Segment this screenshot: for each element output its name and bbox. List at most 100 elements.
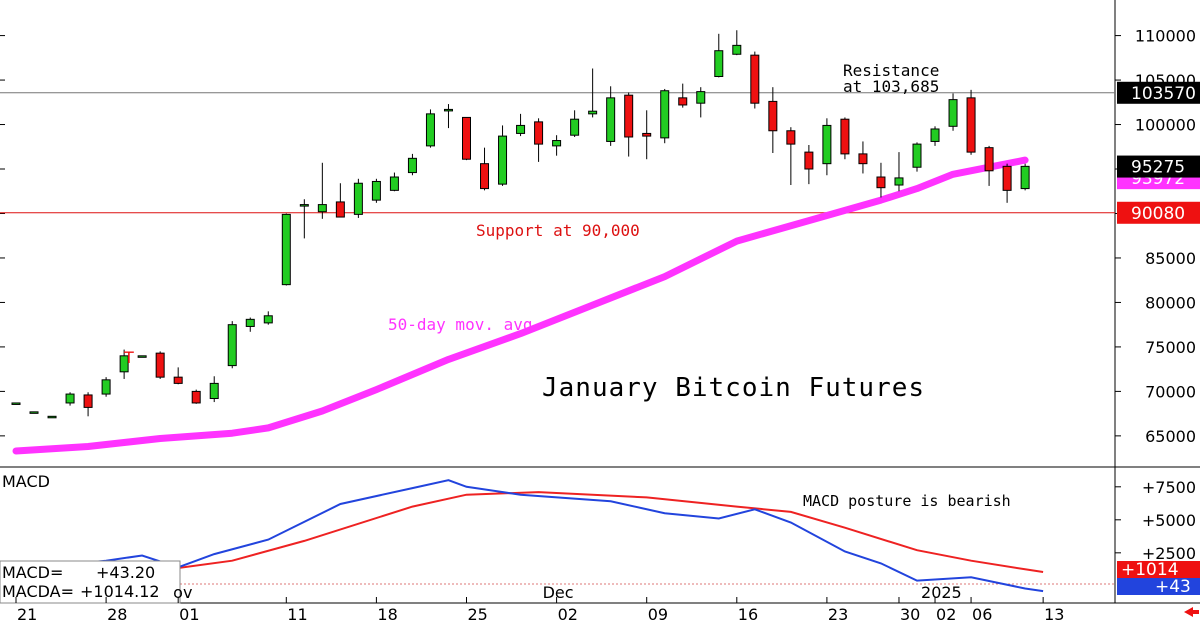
candle-body <box>137 355 147 358</box>
macd-tag: +43 <box>1117 577 1200 597</box>
macd-panel-label: MACD <box>2 472 50 491</box>
candle <box>966 89 976 155</box>
candle <box>1002 163 1012 203</box>
candle <box>786 127 796 186</box>
candle-body <box>65 393 75 404</box>
candle-body <box>768 100 778 132</box>
chart-title: January Bitcoin Futures <box>542 373 925 403</box>
candle-body <box>696 91 706 104</box>
candle-body <box>678 97 688 106</box>
candle <box>29 411 39 414</box>
candle <box>227 321 237 369</box>
candle <box>714 33 724 78</box>
date-tick-label: 18 <box>377 605 397 624</box>
svg-text:+1014: +1014 <box>1121 560 1179 580</box>
candle <box>732 30 742 56</box>
candle-body <box>750 54 760 104</box>
support-note: Support at 90,000 <box>476 221 640 240</box>
candle <box>173 367 183 385</box>
candle <box>480 147 490 191</box>
candle <box>462 116 471 161</box>
candle-body <box>11 402 21 405</box>
candle-body <box>732 44 742 55</box>
candle-body <box>371 180 381 201</box>
candle-body <box>984 147 994 172</box>
price-tick-label: 80000 <box>1145 293 1196 312</box>
candle-body <box>281 213 291 286</box>
candle <box>191 389 201 404</box>
candle-body <box>930 128 940 142</box>
price-tick-label: 65000 <box>1145 427 1196 446</box>
period-label: Dec <box>543 583 574 602</box>
candle <box>137 355 147 358</box>
date-tick-label: 01 <box>179 605 199 624</box>
candle <box>443 104 453 129</box>
candle <box>353 178 363 218</box>
candle-body <box>894 177 904 186</box>
date-tick-label: 28 <box>107 605 127 624</box>
price-tick-label: 85000 <box>1145 249 1196 268</box>
price-tick-label: 100000 <box>1135 116 1196 135</box>
period-label: ov <box>173 583 192 602</box>
candle-body <box>155 352 165 378</box>
date-tick-label: 13 <box>1044 605 1064 624</box>
t-marker: T <box>123 348 134 367</box>
candle <box>263 311 273 325</box>
candle-body <box>516 124 526 134</box>
svg-text:90080: 90080 <box>1131 204 1185 224</box>
candle-body <box>552 140 562 147</box>
candle <box>317 162 327 219</box>
candle <box>516 113 526 137</box>
candle-body <box>948 99 958 127</box>
candle <box>389 172 399 192</box>
support-tag: 90080 <box>1117 201 1200 224</box>
candle <box>155 351 165 379</box>
candle <box>660 88 670 144</box>
candle <box>83 392 93 417</box>
candle-body <box>462 116 471 160</box>
macd-readout-label: MACD= <box>2 563 63 582</box>
candle <box>119 349 129 379</box>
candle-body <box>534 121 544 145</box>
candle <box>822 118 832 176</box>
candle <box>768 87 778 153</box>
candle-body <box>245 318 255 327</box>
macd-readout-value: +43.20 <box>96 563 155 582</box>
candle-body <box>335 201 345 218</box>
candle-body <box>101 379 111 395</box>
candle-body <box>480 163 490 190</box>
date-tick-label: 02 <box>558 605 578 624</box>
period-label: 2025 <box>921 583 962 602</box>
macd-tick-label: +7500 <box>1142 478 1196 497</box>
candle-body <box>570 118 580 136</box>
candle <box>552 135 562 156</box>
date-tick-label: 11 <box>287 605 307 624</box>
candle <box>209 376 219 403</box>
period-axis: ov Dec 2025 <box>173 583 962 602</box>
candle <box>498 125 508 186</box>
candle <box>425 109 435 148</box>
candle-body <box>822 124 832 165</box>
candle <box>948 93 958 131</box>
candle-body <box>173 376 183 384</box>
candle <box>65 392 75 406</box>
date-tick-label: 30 <box>900 605 920 624</box>
candle <box>696 87 706 118</box>
candle <box>281 213 291 286</box>
candle <box>1020 163 1030 191</box>
date-tick-label: 06 <box>972 605 992 624</box>
date-tick-label: 25 <box>468 605 488 624</box>
candle <box>335 183 345 218</box>
macd-line <box>15 479 1044 593</box>
candle-body <box>83 394 93 408</box>
candle-body <box>227 324 237 367</box>
candle-body <box>660 90 670 139</box>
date-tick-label: 16 <box>738 605 758 624</box>
macd-readout-box: MACD= +43.20 MACDA= +1014.12 <box>0 560 181 604</box>
scroll-right-arrow-icon[interactable] <box>1184 607 1199 617</box>
candle <box>840 117 850 160</box>
candle-body <box>263 315 273 324</box>
candle <box>407 153 417 176</box>
candle <box>299 199 309 239</box>
candle-body <box>299 204 309 207</box>
